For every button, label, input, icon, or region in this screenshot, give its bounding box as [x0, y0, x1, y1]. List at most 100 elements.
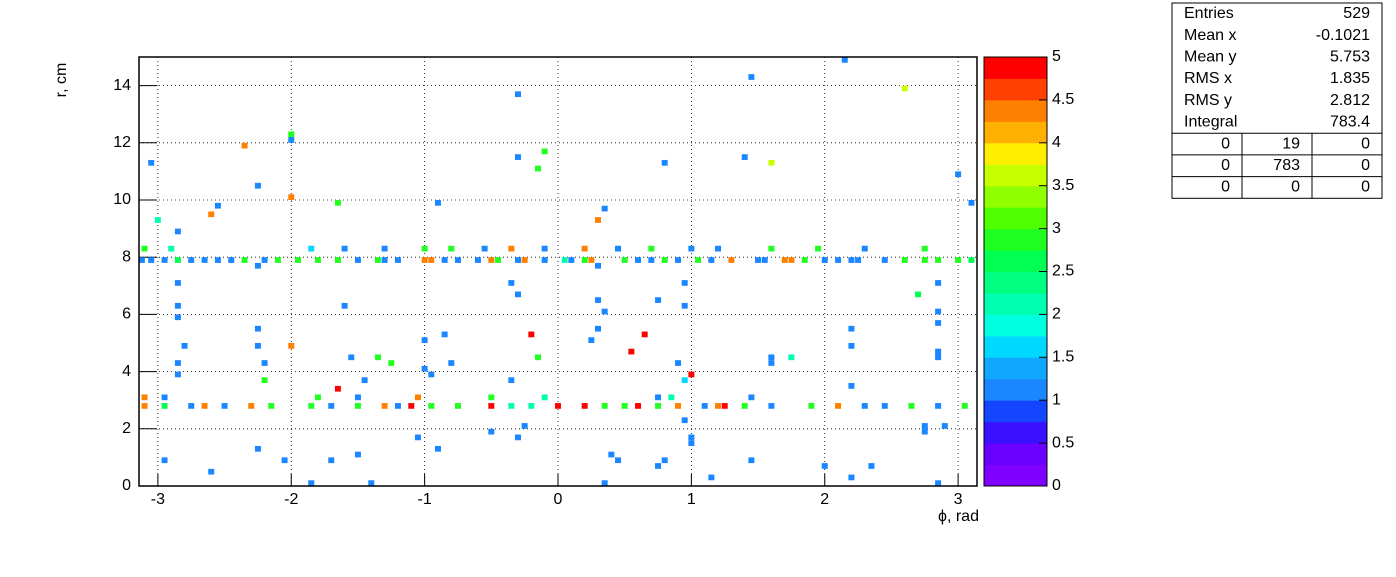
heatmap-cell: [214, 202, 221, 209]
heatmap-cell: [428, 403, 435, 409]
heatmap-cell: [855, 257, 862, 263]
colorbar-band: [984, 271, 1047, 294]
heatmap-cell: [521, 257, 528, 263]
heatmap-cell: [261, 257, 268, 263]
heatmap-cell: [801, 257, 808, 263]
heatmap-cell: [841, 57, 848, 63]
heatmap-cell: [254, 445, 261, 452]
heatmap-cell: [968, 200, 975, 206]
x-tick-label: -2: [284, 491, 298, 508]
heatmap-cell: [848, 257, 855, 263]
plot-frame: [138, 56, 978, 487]
x-tick-label: -3: [151, 491, 165, 508]
heatmap-cell: [441, 257, 448, 263]
heatmap-cell: [601, 403, 608, 409]
heatmap-cell: [201, 403, 208, 409]
heatmap-cell: [421, 245, 428, 252]
heatmap-cell: [228, 257, 235, 263]
heatmap-cell: [474, 257, 481, 263]
heatmap-cell: [494, 257, 501, 263]
colorbar-tick-label: 1: [1052, 391, 1061, 408]
heatmap-cell: [595, 262, 602, 269]
heatmap-cell: [361, 377, 368, 384]
colorbar-band: [984, 400, 1047, 423]
heatmap-cell: [188, 257, 195, 263]
heatmap-cell: [935, 257, 942, 263]
colorbar-tick-label: 0.5: [1052, 434, 1074, 451]
heatmap-cell: [141, 394, 148, 401]
y-axis-label: r, cm: [53, 63, 70, 98]
colorbar-tick-label: 1.5: [1052, 349, 1074, 366]
heatmap-cell: [341, 245, 348, 252]
heatmap-cell: [254, 262, 261, 269]
heatmap-cell: [168, 245, 175, 252]
stats-label: Entries: [1184, 5, 1234, 22]
colorbar-tick-label: 2.5: [1052, 263, 1074, 280]
heatmap-cell: [508, 377, 515, 384]
heatmap-cell: [808, 403, 815, 409]
heatmap-cell: [728, 257, 735, 263]
heatmap-cell: [174, 360, 181, 366]
heatmap-cell: [955, 257, 962, 263]
colorbar-band: [984, 421, 1047, 444]
heatmap-cell: [481, 245, 488, 252]
colorbar-band: [984, 164, 1047, 187]
heatmap-cell: [174, 280, 181, 286]
heatmap-cell: [701, 403, 708, 409]
heatmap-cell: [514, 434, 521, 441]
colorbar-band: [984, 314, 1047, 337]
heatmap-cell: [648, 245, 655, 252]
stats-label: Mean y: [1184, 48, 1236, 65]
stats-label: RMS y: [1184, 92, 1232, 109]
x-axis-label: ϕ, rad: [938, 508, 979, 525]
heatmap-cell: [161, 403, 168, 409]
y-tick-label: 2: [122, 420, 131, 437]
heatmap-cell: [615, 457, 622, 464]
heatmap-cell: [881, 257, 888, 263]
heatmap-cell: [961, 403, 968, 409]
heatmap-cell: [148, 159, 155, 166]
heatmap-cell: [288, 137, 295, 143]
colorbar-tick-label: 4: [1052, 134, 1061, 151]
heatmap-cell: [768, 403, 775, 409]
y-tick-label: 12: [113, 134, 131, 151]
heatmap-cell: [381, 403, 388, 409]
heatmap-cell: [848, 343, 855, 349]
heatmap-cell: [921, 257, 928, 263]
heatmap-cell: [161, 257, 168, 263]
heatmap-cell: [528, 331, 535, 338]
heatmap-cell: [201, 257, 208, 263]
heatmap-cell: [781, 257, 788, 263]
stats-cell: 0: [1361, 157, 1370, 174]
heatmap-cell: [154, 217, 161, 223]
heatmap-cell: [868, 463, 875, 469]
heatmap-cell: [454, 257, 461, 263]
heatmap-cell: [414, 434, 421, 441]
x-tick-label: -1: [418, 491, 432, 508]
heatmap-cell: [354, 257, 361, 263]
heatmap-cell: [788, 257, 795, 263]
heatmap-cell: [595, 325, 602, 332]
heatmap-cell: [428, 371, 435, 378]
heatmap-cell: [248, 403, 255, 409]
heatmap-cell: [688, 440, 695, 446]
heatmap-cell: [521, 423, 528, 429]
colorbar-band: [984, 99, 1047, 122]
heatmap-cell: [294, 257, 301, 263]
heatmap-cell: [901, 85, 908, 92]
heatmap-cell: [861, 245, 868, 252]
heatmap-cell: [641, 331, 648, 338]
heatmap-cell: [821, 257, 828, 263]
colorbar-band: [984, 142, 1047, 165]
stats-cell: 0: [1291, 179, 1300, 196]
heatmap-cell: [241, 257, 248, 263]
heatmap-cell: [915, 291, 922, 298]
heatmap-cell: [768, 245, 775, 252]
heatmap-cell: [388, 360, 395, 366]
heatmap-cell: [221, 403, 228, 409]
heatmap-cell: [381, 257, 388, 263]
heatmap-cell: [288, 343, 295, 349]
heatmap-cell: [621, 257, 628, 263]
stats-cell: 0: [1221, 157, 1230, 174]
heatmap-cell: [268, 403, 275, 409]
